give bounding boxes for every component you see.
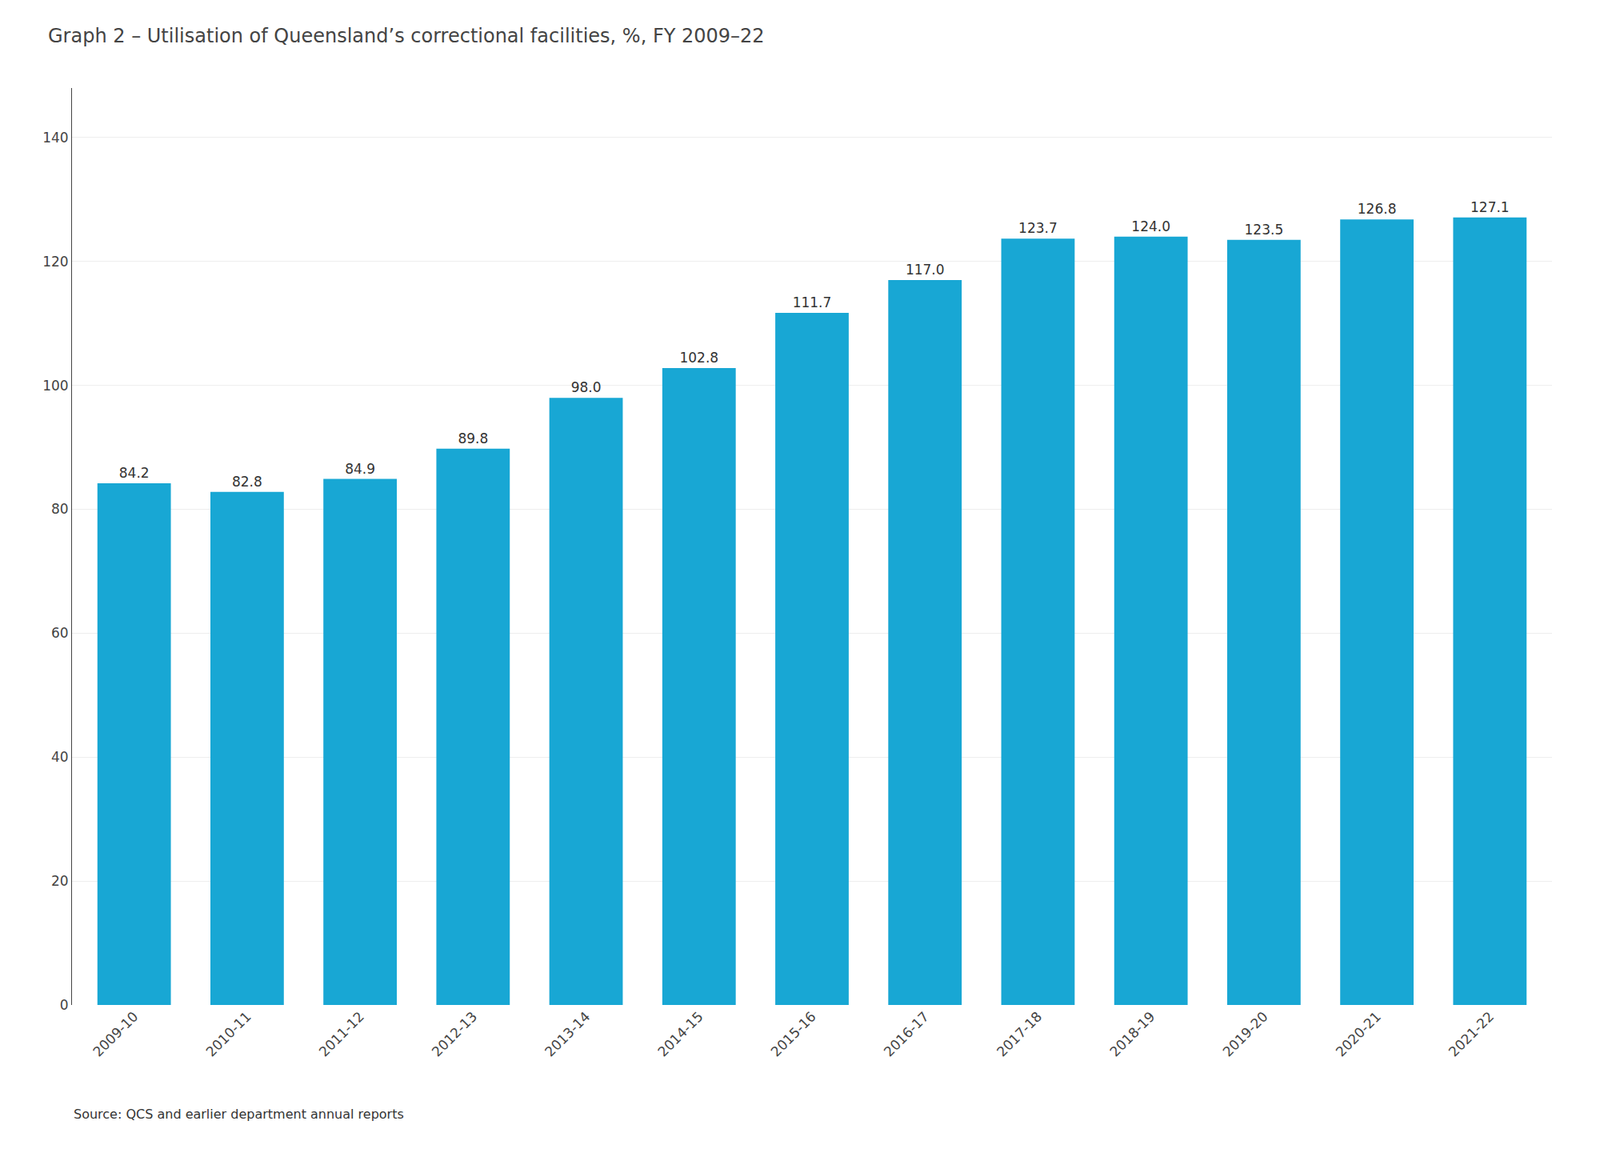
svg-text:84.9: 84.9 bbox=[344, 460, 376, 477]
svg-text:Source: QCS and earlier depart: Source: QCS and earlier department annua… bbox=[73, 1106, 404, 1122]
svg-text:123.7: 123.7 bbox=[1018, 220, 1058, 236]
svg-text:82.8: 82.8 bbox=[232, 473, 263, 490]
svg-text:80: 80 bbox=[51, 500, 69, 517]
svg-text:2019-20: 2019-20 bbox=[1219, 1008, 1271, 1060]
svg-text:2014-15: 2014-15 bbox=[654, 1008, 706, 1060]
svg-text:2018-19: 2018-19 bbox=[1106, 1008, 1158, 1060]
svg-text:2011-12: 2011-12 bbox=[316, 1008, 368, 1060]
svg-text:124.0: 124.0 bbox=[1131, 218, 1171, 235]
svg-text:89.8: 89.8 bbox=[457, 430, 488, 447]
svg-text:2012-13: 2012-13 bbox=[428, 1008, 480, 1060]
svg-text:2013-14: 2013-14 bbox=[541, 1008, 593, 1060]
svg-text:100: 100 bbox=[42, 377, 68, 394]
svg-text:0: 0 bbox=[60, 996, 69, 1013]
svg-text:126.8: 126.8 bbox=[1357, 200, 1397, 217]
svg-text:2021-22: 2021-22 bbox=[1445, 1008, 1497, 1060]
svg-text:98.0: 98.0 bbox=[571, 379, 602, 396]
svg-text:2020-21: 2020-21 bbox=[1332, 1008, 1384, 1060]
svg-text:111.7: 111.7 bbox=[792, 294, 832, 311]
svg-text:Graph 2 – Utilisation of Queen: Graph 2 – Utilisation of Queensland’s co… bbox=[48, 24, 765, 48]
svg-text:40: 40 bbox=[51, 748, 69, 765]
svg-text:123.5: 123.5 bbox=[1244, 221, 1284, 238]
svg-text:84.2: 84.2 bbox=[119, 464, 150, 481]
svg-text:140: 140 bbox=[42, 129, 68, 146]
svg-text:117.0: 117.0 bbox=[905, 261, 945, 278]
svg-text:127.1: 127.1 bbox=[1470, 199, 1510, 216]
svg-text:2015-16: 2015-16 bbox=[767, 1008, 819, 1060]
svg-text:2010-11: 2010-11 bbox=[202, 1008, 254, 1060]
svg-text:2016-17: 2016-17 bbox=[880, 1008, 932, 1060]
svg-text:120: 120 bbox=[42, 253, 68, 270]
svg-text:20: 20 bbox=[51, 872, 69, 889]
svg-text:2017-18: 2017-18 bbox=[993, 1008, 1045, 1060]
svg-text:2009-10: 2009-10 bbox=[89, 1008, 141, 1060]
svg-text:102.8: 102.8 bbox=[679, 349, 719, 366]
svg-text:60: 60 bbox=[51, 624, 69, 641]
